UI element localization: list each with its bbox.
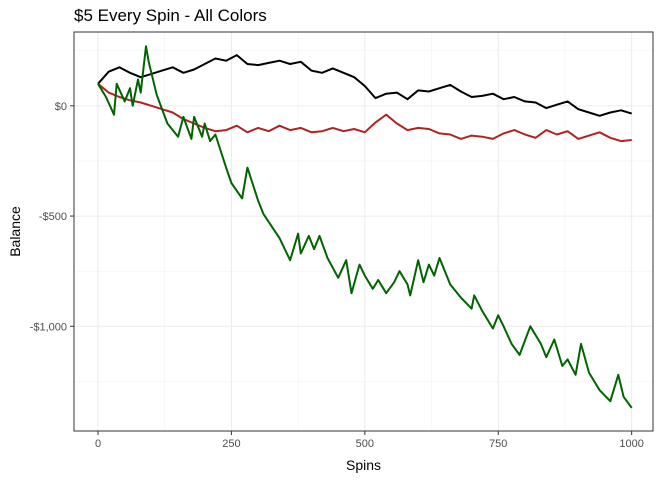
x-axis-title: Spins xyxy=(346,457,381,473)
series-line-1 xyxy=(97,54,632,117)
x-tick-label: 1000 xyxy=(619,438,643,450)
x-tick-label: 500 xyxy=(356,438,374,450)
chart-title: $5 Every Spin - All Colors xyxy=(74,6,267,25)
series-line-3 xyxy=(97,45,633,409)
y-tick-label: -$1,000 xyxy=(30,321,67,333)
y-axis: $0 -$500 -$1,000 xyxy=(30,101,74,333)
plot-panel-border xyxy=(73,31,654,432)
x-tick-label: 0 xyxy=(95,438,101,450)
x-axis: 0 250 500 750 1000 xyxy=(95,431,644,450)
x-tick-label: 250 xyxy=(222,438,240,450)
y-tick-label: $0 xyxy=(55,101,67,113)
major-gridlines xyxy=(74,32,653,431)
series-lines xyxy=(97,45,633,409)
x-tick-label: 750 xyxy=(489,438,507,450)
series-line-2 xyxy=(97,83,632,143)
y-tick-label: -$500 xyxy=(39,211,67,223)
minor-gridlines xyxy=(74,32,653,431)
y-axis-title: Balance xyxy=(7,206,23,257)
